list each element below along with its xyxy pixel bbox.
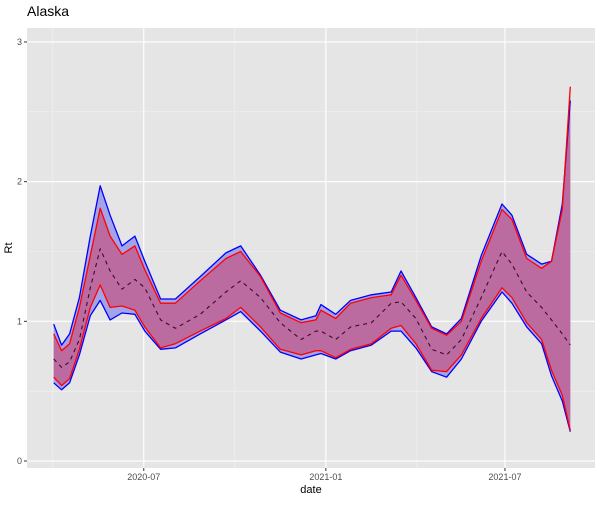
gridlines bbox=[27, 28, 595, 468]
inner-ribbon bbox=[53, 86, 571, 431]
series-line-outer-lower bbox=[53, 291, 571, 432]
x-tick-label: 2020-07 bbox=[127, 472, 160, 482]
x-tick-label: 2021-01 bbox=[309, 472, 342, 482]
y-tick-label: 2 bbox=[17, 177, 22, 187]
series-line-outer-upper bbox=[53, 100, 571, 346]
ribbons bbox=[53, 86, 571, 432]
y-axis-label: Rt bbox=[3, 243, 15, 254]
y-axis: 0 1 2 3 bbox=[17, 37, 27, 466]
series-line-inner-lower bbox=[53, 284, 571, 431]
y-tick-label: 0 bbox=[17, 456, 22, 466]
x-axis: 2020-07 2021-01 2021-07 bbox=[127, 468, 521, 482]
x-tick-label: 2021-07 bbox=[488, 472, 521, 482]
y-tick-label: 3 bbox=[17, 37, 22, 47]
chart-title: Alaska bbox=[27, 3, 69, 19]
lines bbox=[53, 86, 571, 432]
series-line-inner-upper bbox=[53, 86, 571, 352]
series-line-median bbox=[53, 248, 571, 368]
y-tick-label: 1 bbox=[17, 316, 22, 326]
x-axis-label: date bbox=[300, 484, 321, 496]
